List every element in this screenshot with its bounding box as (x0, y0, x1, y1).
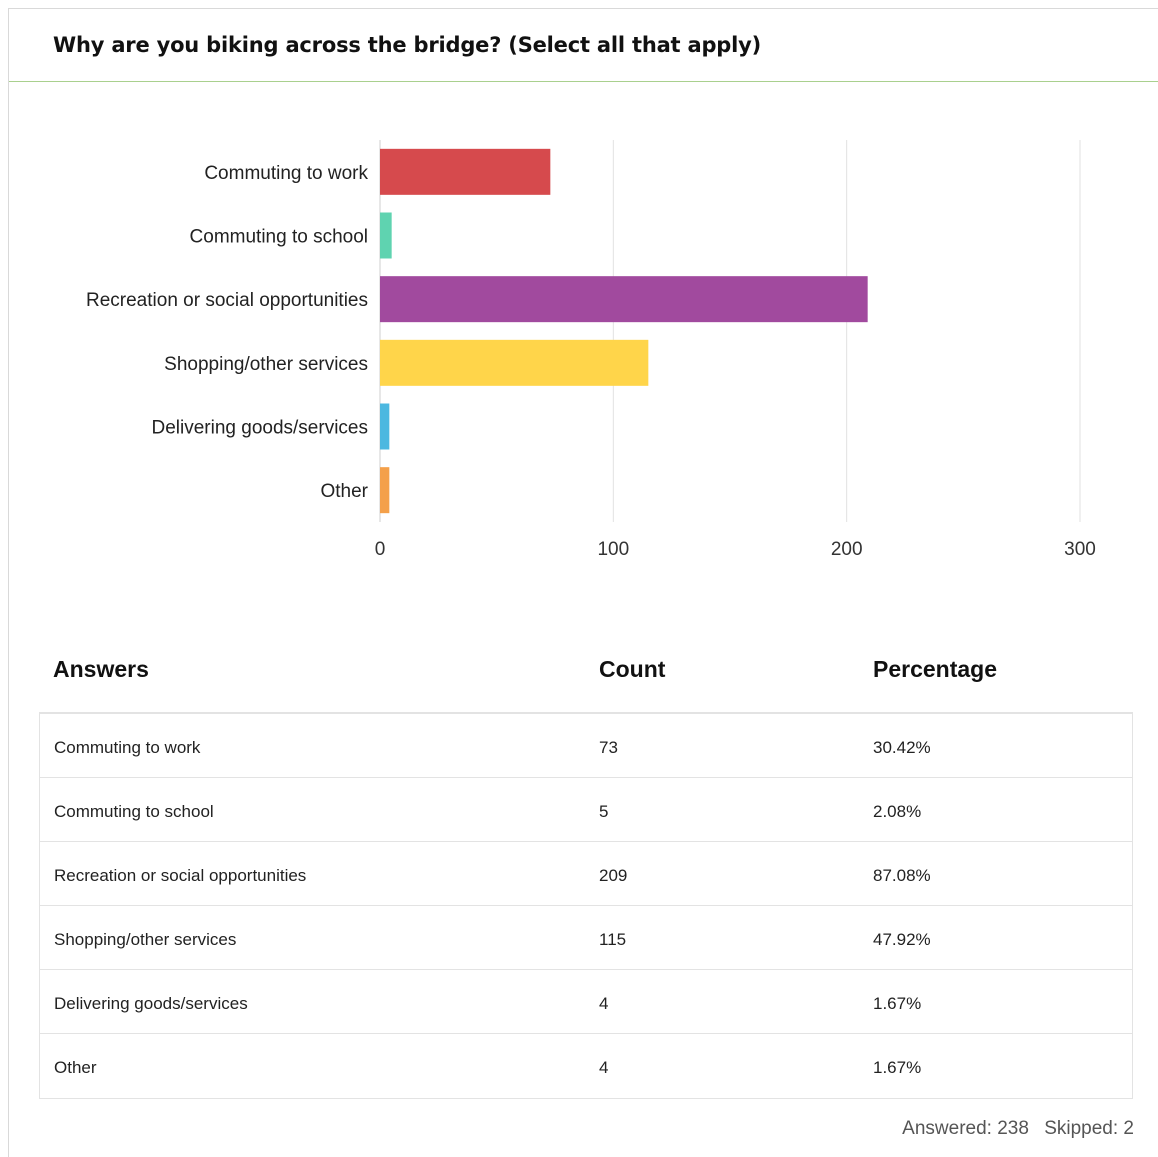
category-label: Delivering goods/services (152, 418, 369, 439)
category-label: Other (320, 481, 368, 502)
category-label: Shopping/other services (164, 354, 368, 375)
answer-cell: Commuting to work (54, 738, 201, 757)
percentage-cell: 2.08% (873, 802, 922, 821)
count-cell: 4 (599, 1058, 609, 1077)
category-label: Recreation or social opportunities (86, 290, 368, 311)
bar[interactable] (380, 403, 390, 450)
question-header (9, 9, 1158, 82)
bar-chart: Commuting to work Commuting to school Recr… (86, 140, 1096, 560)
count-cell: 115 (599, 930, 627, 949)
bar[interactable] (380, 467, 390, 514)
bar[interactable] (380, 339, 649, 386)
table-row: Commuting to work 73 30.42% (40, 714, 1132, 778)
question-title: Why are you biking across the bridge? (S… (53, 33, 762, 57)
percentage-cell: 1.67% (873, 1058, 922, 1077)
chart-grid (379, 140, 1081, 522)
count-cell: 73 (599, 738, 618, 757)
chart-bars (380, 148, 868, 514)
bar[interactable] (380, 276, 868, 323)
chart-category-labels: Commuting to work Commuting to school Recr… (86, 163, 369, 502)
percentage-cell: 30.42% (873, 738, 931, 757)
table-header-count: Count (599, 656, 666, 682)
category-label: Commuting to school (190, 227, 368, 248)
count-cell: 5 (599, 802, 609, 821)
x-tick-label: 100 (597, 539, 629, 560)
x-tick-label: 200 (831, 539, 863, 560)
count-cell: 4 (599, 994, 609, 1013)
answer-cell: Shopping/other services (54, 930, 237, 949)
bar[interactable] (380, 212, 392, 259)
count-cell: 209 (599, 866, 628, 885)
bar[interactable] (380, 148, 551, 195)
question-card (8, 8, 1158, 1157)
answer-cell: Recreation or social opportunities (54, 866, 307, 885)
table-row: Shopping/other services 115 47.92% (40, 906, 1132, 970)
category-label: Commuting to work (204, 163, 368, 184)
answers-table: Commuting to work 73 30.42% Commuting to… (39, 712, 1133, 1099)
table-header-percentage: Percentage (873, 656, 998, 682)
x-tick-label: 300 (1064, 539, 1096, 560)
table-row: Recreation or social opportunities 209 8… (40, 842, 1132, 906)
table-row: Commuting to school 5 2.08% (40, 778, 1132, 842)
answer-cell: Delivering goods/services (54, 994, 248, 1013)
percentage-cell: 1.67% (873, 994, 922, 1013)
answered-count: Answered: 238 (902, 1118, 1029, 1139)
table-header-answers: Answers (53, 656, 149, 682)
percentage-cell: 87.08% (873, 866, 931, 885)
percentage-cell: 47.92% (873, 930, 931, 949)
chart-x-ticks: 0 100 200 300 (375, 539, 1096, 560)
answer-cell: Other (54, 1058, 97, 1077)
response-summary: Answered: 238 Skipped: 2 (902, 1118, 1134, 1140)
answer-cell: Commuting to school (54, 802, 214, 821)
skipped-count: Skipped: 2 (1044, 1118, 1134, 1139)
x-tick-label: 0 (375, 539, 386, 560)
table-row: Other 4 1.67% (40, 1034, 1132, 1098)
table-row: Delivering goods/services 4 1.67% (40, 970, 1132, 1034)
